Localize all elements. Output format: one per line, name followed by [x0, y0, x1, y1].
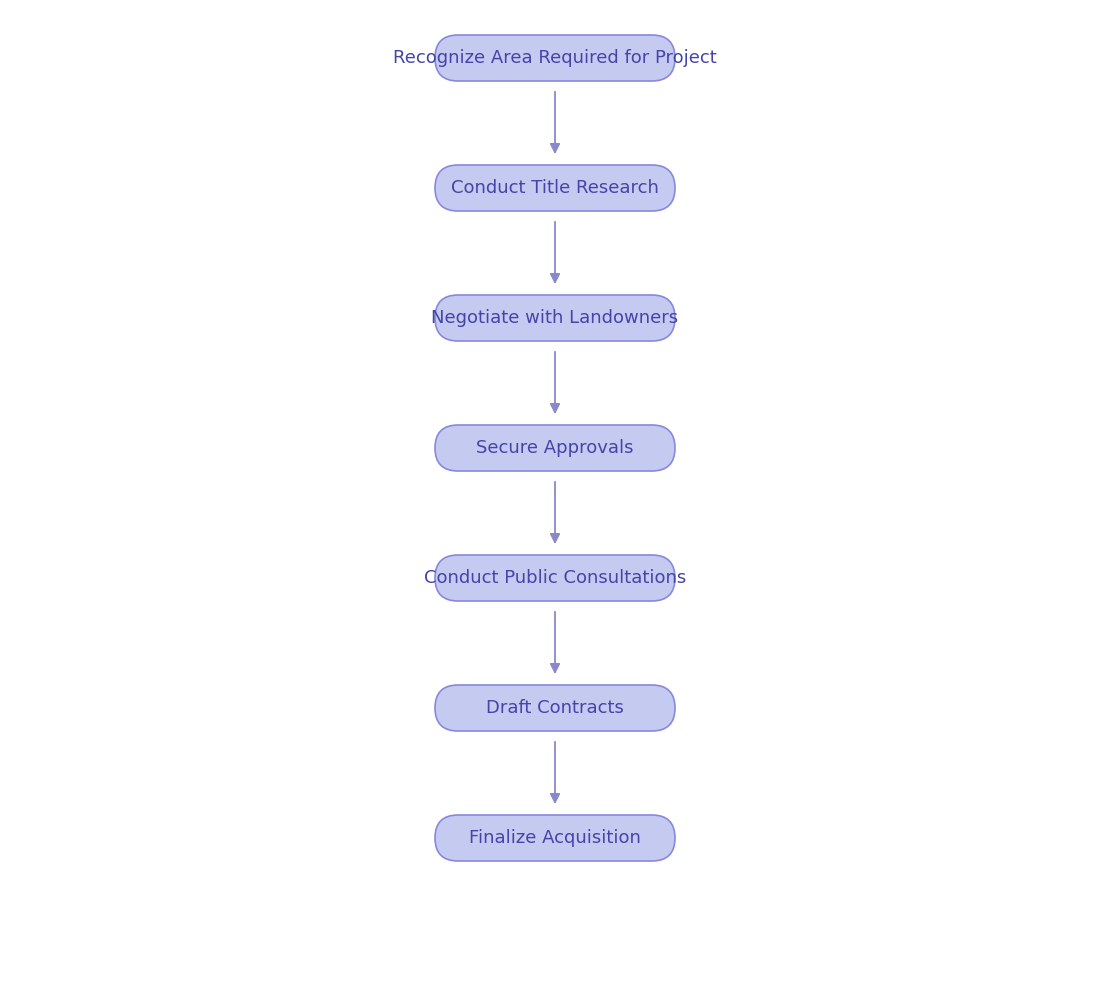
FancyBboxPatch shape: [435, 815, 675, 861]
Text: Secure Approvals: Secure Approvals: [476, 439, 634, 457]
FancyBboxPatch shape: [435, 425, 675, 471]
FancyBboxPatch shape: [435, 165, 675, 211]
FancyBboxPatch shape: [435, 685, 675, 731]
Text: Finalize Acquisition: Finalize Acquisition: [469, 829, 641, 847]
Text: Recognize Area Required for Project: Recognize Area Required for Project: [393, 49, 717, 67]
Text: Conduct Public Consultations: Conduct Public Consultations: [423, 569, 687, 587]
Text: Negotiate with Landowners: Negotiate with Landowners: [431, 309, 679, 327]
Text: Draft Contracts: Draft Contracts: [486, 699, 624, 717]
FancyBboxPatch shape: [435, 555, 675, 601]
FancyBboxPatch shape: [435, 295, 675, 341]
FancyBboxPatch shape: [435, 35, 675, 81]
Text: Conduct Title Research: Conduct Title Research: [451, 179, 659, 197]
